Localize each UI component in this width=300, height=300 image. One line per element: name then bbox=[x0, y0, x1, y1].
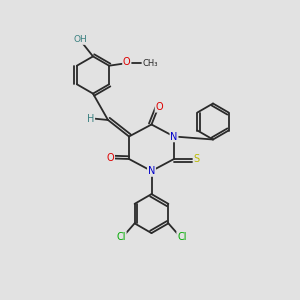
Text: O: O bbox=[155, 102, 163, 112]
Text: N: N bbox=[170, 131, 178, 142]
Text: CH₃: CH₃ bbox=[143, 59, 158, 68]
Text: H: H bbox=[87, 113, 94, 124]
Text: Cl: Cl bbox=[116, 232, 126, 242]
Text: S: S bbox=[194, 154, 200, 164]
Text: N: N bbox=[148, 166, 155, 176]
Text: O: O bbox=[106, 153, 114, 164]
Text: Cl: Cl bbox=[177, 232, 187, 242]
Text: OH: OH bbox=[73, 35, 87, 44]
Text: O: O bbox=[123, 57, 130, 67]
